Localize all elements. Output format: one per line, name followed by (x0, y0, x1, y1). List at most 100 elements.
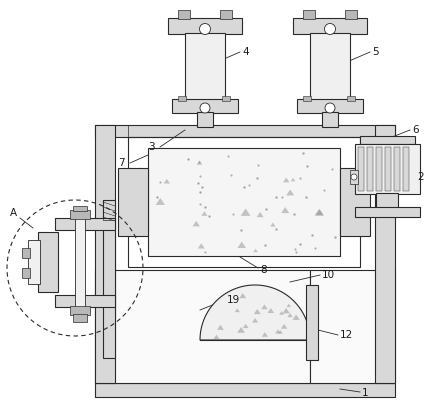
Text: 10: 10 (322, 270, 335, 280)
Bar (55, 295, 115, 307)
Circle shape (200, 103, 210, 113)
Bar (168, 18, 242, 34)
Polygon shape (262, 332, 268, 337)
Bar (394, 147, 400, 191)
Bar (385, 147, 391, 191)
Text: 2: 2 (417, 172, 424, 182)
Bar (197, 112, 213, 127)
Text: 3: 3 (148, 142, 155, 152)
Bar (322, 112, 338, 127)
Bar (303, 10, 315, 19)
Polygon shape (163, 179, 170, 183)
Bar (103, 200, 115, 220)
Bar (73, 314, 87, 322)
Text: 6: 6 (412, 125, 419, 135)
Polygon shape (214, 334, 220, 339)
Polygon shape (239, 293, 246, 298)
Polygon shape (237, 327, 245, 333)
Polygon shape (253, 249, 258, 252)
Polygon shape (155, 198, 165, 205)
Polygon shape (270, 223, 276, 227)
Bar (297, 99, 363, 113)
Text: 12: 12 (340, 330, 353, 340)
Bar (22, 268, 30, 278)
Polygon shape (268, 308, 274, 313)
Text: A: A (10, 208, 17, 218)
Bar (367, 147, 373, 191)
Text: 1: 1 (362, 388, 369, 398)
Bar (347, 96, 355, 101)
Polygon shape (235, 308, 240, 312)
Bar (355, 144, 420, 194)
Circle shape (325, 103, 335, 113)
Polygon shape (291, 178, 295, 181)
Bar (345, 10, 357, 19)
Bar (118, 168, 148, 236)
Text: 5: 5 (372, 47, 379, 57)
Polygon shape (243, 324, 249, 328)
Bar (340, 168, 370, 236)
Bar (403, 147, 409, 191)
Polygon shape (292, 314, 300, 320)
Bar (376, 193, 398, 208)
Bar (38, 232, 58, 292)
Circle shape (199, 23, 210, 35)
Bar (95, 125, 395, 137)
Bar (303, 96, 311, 101)
Polygon shape (201, 211, 207, 216)
Bar (178, 10, 190, 19)
Bar (178, 96, 186, 101)
Polygon shape (241, 208, 251, 216)
Polygon shape (283, 178, 289, 182)
Bar (128, 137, 360, 267)
Text: 8: 8 (260, 265, 267, 275)
Bar (310, 270, 395, 383)
Polygon shape (256, 212, 264, 217)
Polygon shape (217, 325, 224, 330)
Polygon shape (283, 308, 290, 313)
Polygon shape (281, 324, 287, 329)
Bar (222, 96, 230, 101)
Bar (75, 218, 85, 308)
Bar (360, 136, 415, 144)
Circle shape (325, 23, 335, 35)
Bar (376, 147, 382, 191)
Polygon shape (278, 330, 283, 334)
Polygon shape (315, 209, 324, 215)
Text: 4: 4 (242, 47, 249, 57)
Bar (22, 248, 30, 258)
Bar (358, 147, 364, 191)
Bar (350, 170, 358, 184)
Bar (293, 18, 367, 34)
Bar (185, 33, 225, 101)
Bar (306, 285, 318, 360)
Bar (148, 148, 340, 256)
Polygon shape (288, 313, 293, 317)
Polygon shape (275, 329, 281, 334)
Polygon shape (200, 285, 310, 340)
Bar (95, 270, 310, 383)
Polygon shape (252, 318, 258, 323)
Polygon shape (193, 221, 200, 226)
Polygon shape (287, 304, 291, 307)
Bar (103, 200, 115, 358)
Polygon shape (198, 243, 205, 249)
Polygon shape (254, 309, 260, 314)
Polygon shape (197, 161, 202, 165)
Bar (220, 10, 232, 19)
Bar (310, 33, 350, 101)
Bar (375, 125, 395, 383)
Text: 19: 19 (227, 295, 240, 305)
Bar (55, 218, 115, 230)
Polygon shape (279, 311, 284, 315)
Bar (355, 207, 420, 217)
Bar (70, 210, 90, 219)
Polygon shape (281, 207, 289, 213)
Polygon shape (261, 305, 268, 309)
Bar (28, 240, 40, 284)
Bar (70, 306, 90, 315)
Polygon shape (315, 209, 323, 215)
Circle shape (351, 174, 357, 180)
Polygon shape (237, 242, 246, 248)
Bar (172, 99, 238, 113)
